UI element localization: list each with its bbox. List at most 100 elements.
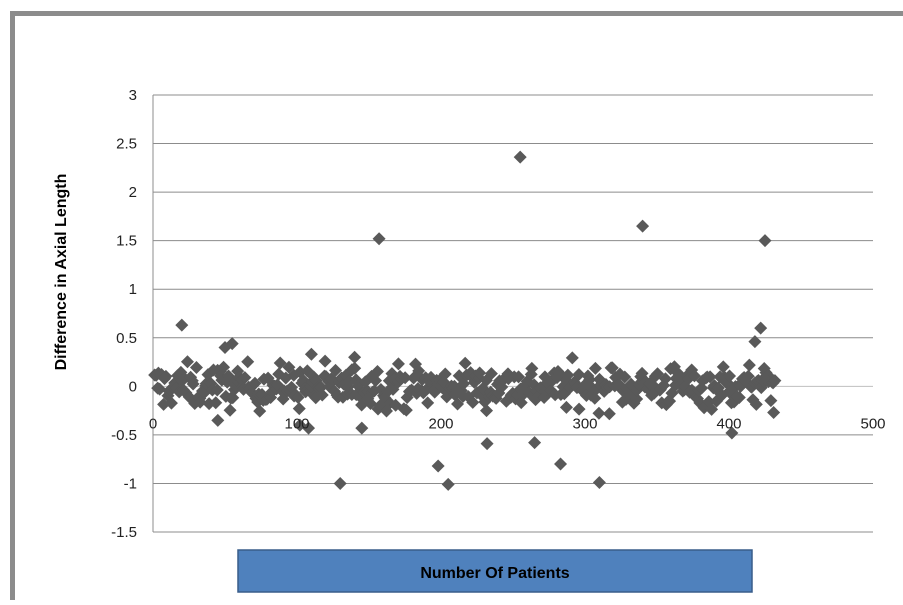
- data-point: [369, 374, 383, 388]
- data-point: [513, 150, 527, 164]
- data-point: [725, 426, 739, 440]
- data-point: [304, 347, 318, 361]
- data-point: [333, 476, 347, 490]
- data-point: [211, 413, 225, 427]
- data-point: [592, 475, 606, 489]
- data-point: [723, 369, 737, 383]
- data-point: [441, 477, 455, 491]
- data-point: [512, 370, 526, 384]
- data-point: [559, 400, 573, 414]
- y-tick-label: 1: [129, 281, 137, 298]
- data-point: [451, 397, 465, 411]
- data-points: [148, 150, 782, 491]
- data-point: [588, 391, 602, 405]
- tick-labels: -1.5 -1 -0.5 0 0.5 1 1.5 2 2.5 3 0 100 200 300 400 500: [111, 87, 885, 541]
- data-point: [302, 421, 316, 435]
- data-point: [764, 394, 778, 408]
- data-point: [742, 358, 756, 372]
- data-point: [153, 382, 167, 396]
- data-point: [431, 459, 445, 473]
- data-point: [748, 335, 762, 349]
- data-point: [159, 369, 173, 383]
- data-point: [602, 407, 616, 421]
- data-point: [318, 354, 332, 368]
- y-tick-label: 0.5: [116, 330, 137, 347]
- data-point: [458, 356, 472, 370]
- data-point: [749, 397, 763, 411]
- chart-border-left: [10, 11, 15, 600]
- data-point: [329, 363, 343, 377]
- data-point: [421, 396, 435, 410]
- y-axis-title: Difference in Axial Length: [53, 174, 70, 371]
- data-point: [466, 395, 480, 409]
- data-point: [525, 361, 539, 375]
- data-point: [636, 219, 650, 233]
- x-axis-title: Number Of Patients: [420, 565, 569, 582]
- y-tick-label: 3: [129, 87, 137, 104]
- data-point: [480, 404, 494, 418]
- data-point: [186, 377, 200, 391]
- data-point: [716, 360, 730, 374]
- data-point: [238, 371, 252, 385]
- data-point: [767, 406, 781, 420]
- data-point: [164, 396, 178, 410]
- data-point: [370, 364, 384, 378]
- data-point: [315, 388, 329, 402]
- y-tick-label: -0.5: [111, 427, 137, 444]
- data-point: [741, 369, 755, 383]
- data-point: [348, 361, 362, 375]
- x-tick-label: 400: [716, 415, 741, 432]
- data-point: [225, 337, 239, 351]
- data-point: [561, 368, 575, 382]
- data-point: [241, 355, 255, 369]
- data-point: [253, 404, 267, 418]
- data-point: [210, 383, 224, 397]
- data-point: [209, 396, 223, 410]
- x-tick-label: 200: [428, 415, 453, 432]
- data-point: [189, 361, 203, 375]
- data-point: [245, 385, 259, 399]
- data-point: [732, 391, 746, 405]
- data-point: [473, 366, 487, 380]
- data-point: [480, 437, 494, 451]
- y-tick-label: 1.5: [116, 233, 137, 250]
- data-point: [658, 372, 672, 386]
- data-point: [157, 397, 171, 411]
- data-point: [572, 367, 586, 381]
- data-point: [248, 376, 262, 390]
- y-tick-label: -1: [124, 475, 137, 492]
- data-point: [314, 380, 328, 394]
- x-axis-title-box: [237, 549, 753, 593]
- data-point: [758, 234, 772, 248]
- data-point: [398, 371, 412, 385]
- data-point: [348, 350, 362, 364]
- data-point: [754, 321, 768, 335]
- data-point: [399, 403, 413, 417]
- data-point: [223, 403, 237, 417]
- data-point: [438, 367, 452, 381]
- x-tick-label: 0: [149, 415, 157, 432]
- data-point: [484, 367, 498, 381]
- chart-border-top: [10, 11, 903, 16]
- data-point: [554, 457, 568, 471]
- data-point: [391, 357, 405, 371]
- data-point: [592, 406, 606, 420]
- data-point: [217, 360, 231, 374]
- data-point: [565, 351, 579, 365]
- y-tick-label: 2: [129, 184, 137, 201]
- data-point: [180, 355, 194, 369]
- data-point: [572, 402, 586, 416]
- data-point: [372, 232, 386, 246]
- data-point: [705, 402, 719, 416]
- y-tick-label: -1.5: [111, 524, 137, 541]
- x-tick-label: 300: [572, 415, 597, 432]
- x-tick-label: 500: [860, 415, 885, 432]
- data-point: [296, 373, 310, 387]
- data-point: [588, 361, 602, 375]
- data-point: [768, 374, 782, 388]
- data-point: [291, 390, 305, 404]
- data-point: [292, 402, 306, 416]
- y-tick-label: 0: [129, 378, 137, 395]
